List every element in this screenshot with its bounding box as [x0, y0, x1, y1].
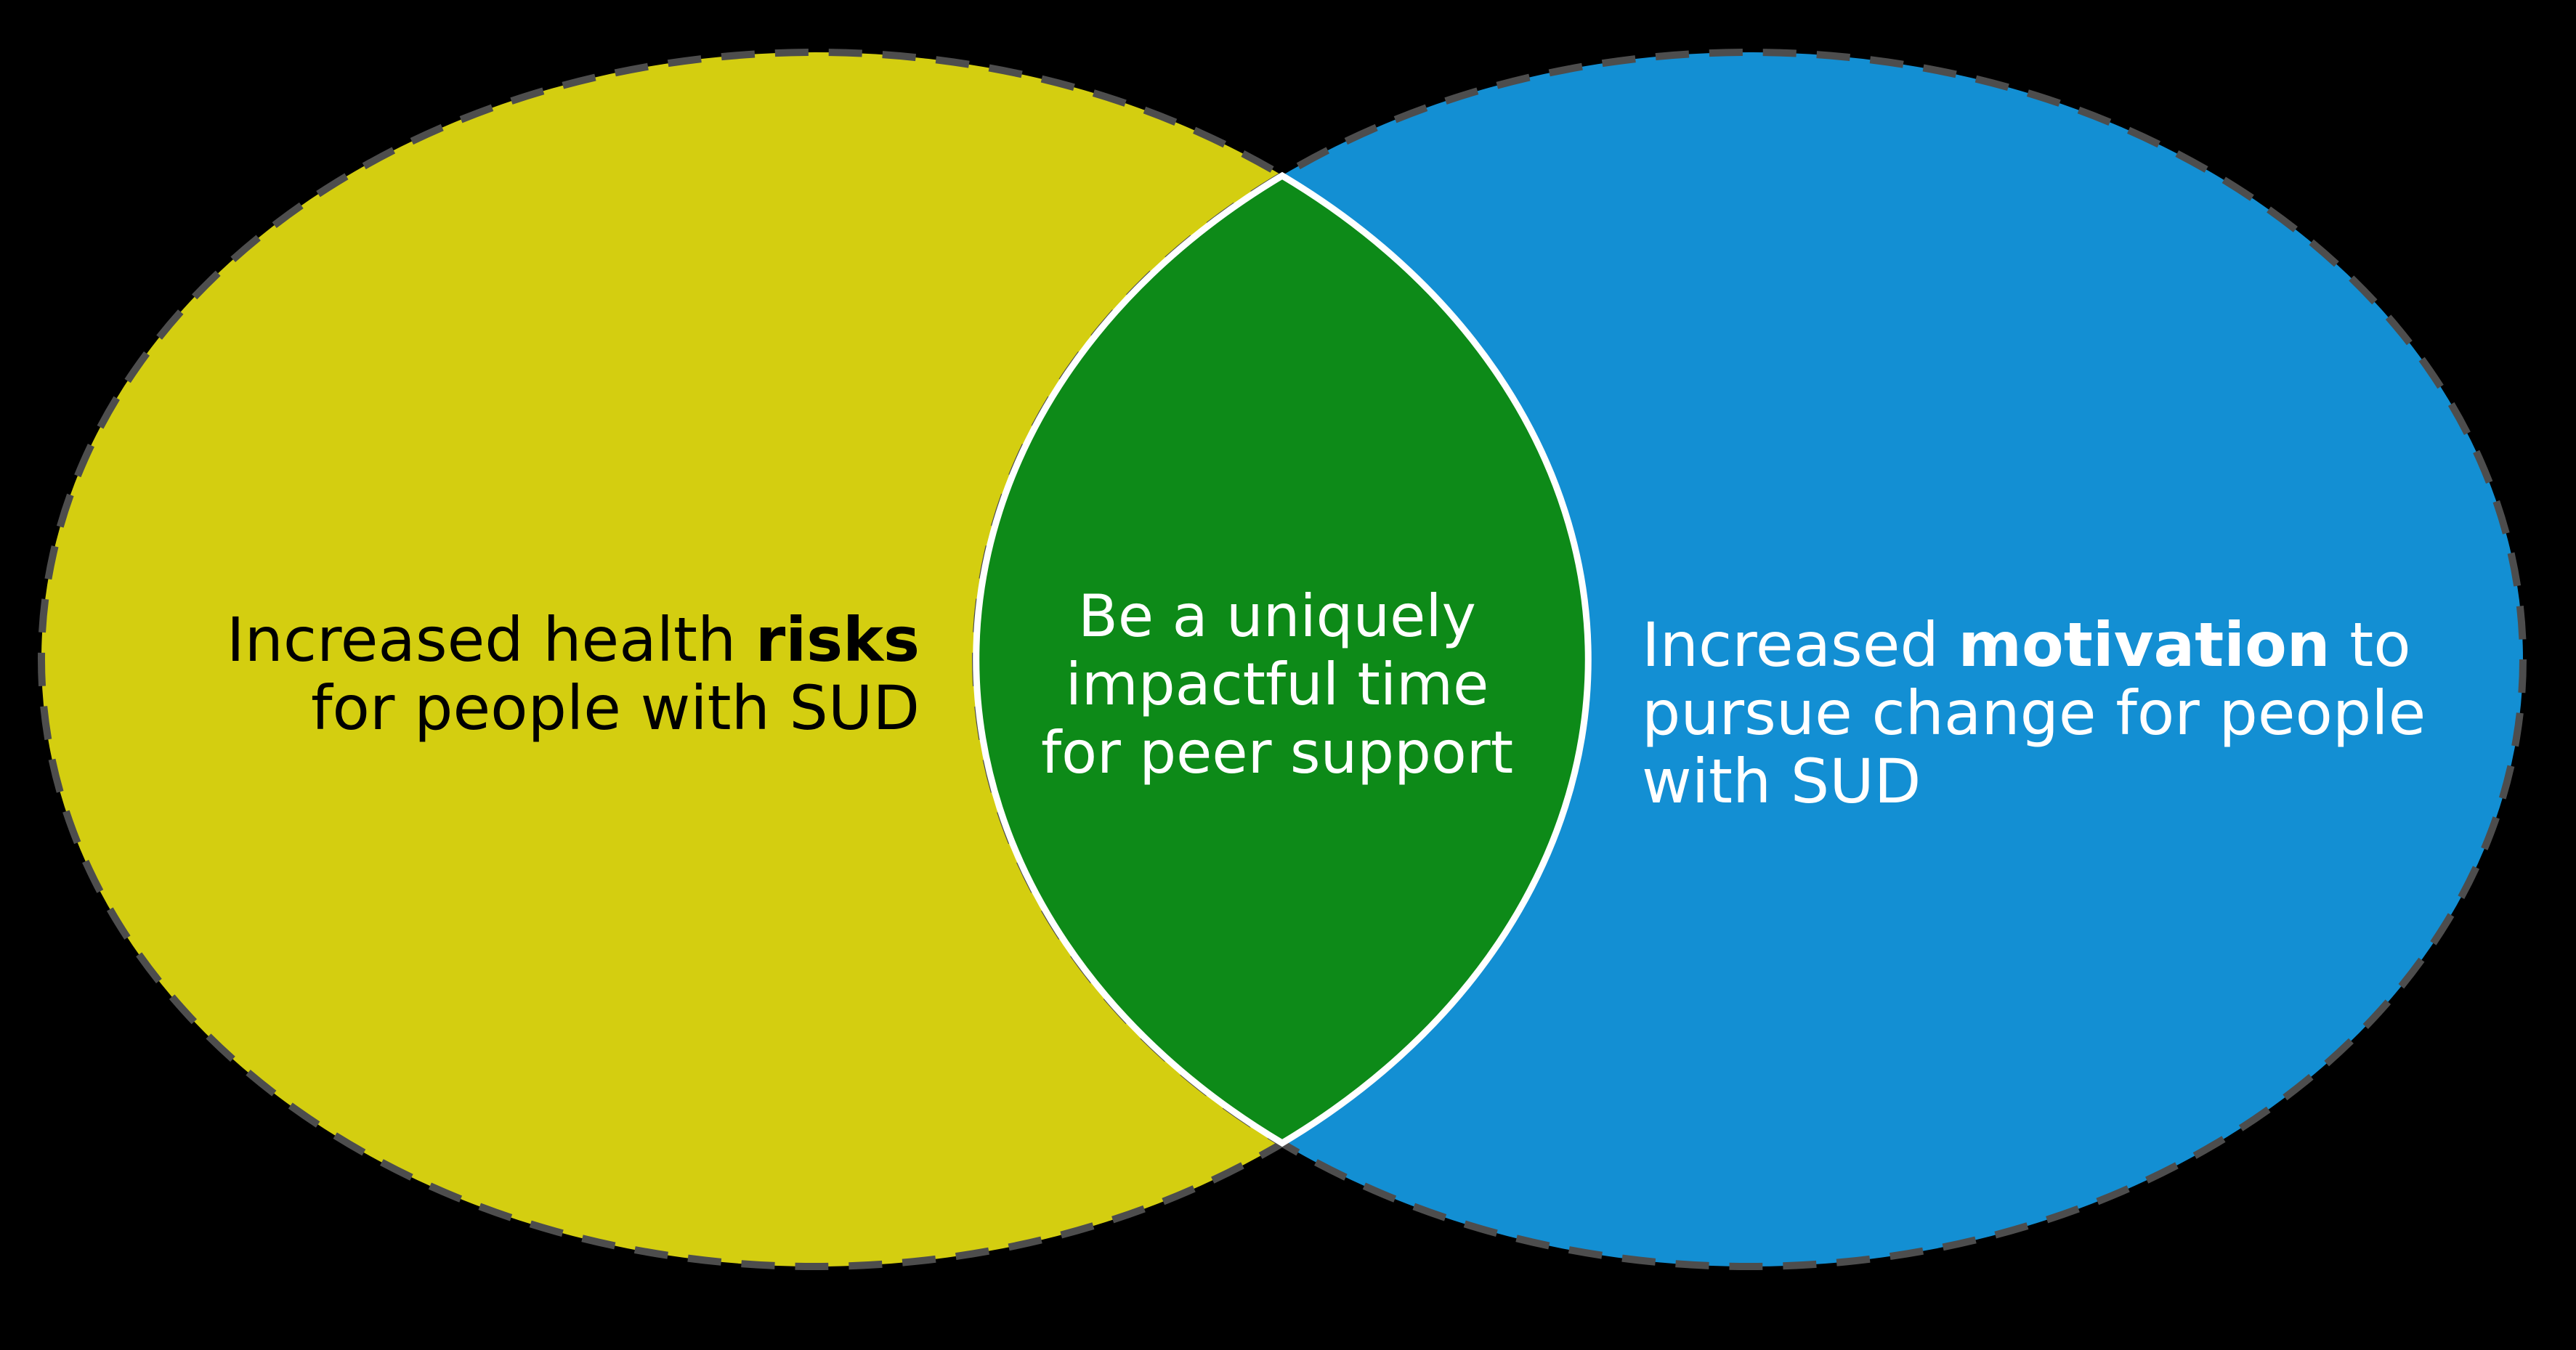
left-label-line2: for people with SUD: [310, 672, 920, 744]
overlap-lens: [973, 171, 1592, 1147]
right-label-line1-regular: Increased: [1642, 609, 1959, 680]
overlap-label: Be a uniquely impactful time for peer su…: [1041, 582, 1513, 787]
right-label-line1-bold: motivation: [1958, 609, 2330, 680]
right-label-line3: with SUD: [1642, 746, 1921, 817]
overlap-label-line1: Be a uniquely: [1078, 582, 1476, 650]
left-label-line1: Increased health risks: [227, 606, 920, 674]
right-ellipse-label: Increased motivation to pursue change fo…: [1642, 611, 2426, 816]
left-ellipse-label: Increased health risks for people with S…: [227, 606, 920, 742]
overlap-label-line3: for peer support: [1040, 719, 1514, 786]
right-label-line1-suffix: to: [2330, 609, 2411, 680]
right-label-line1: Increased motivation to: [1642, 611, 2426, 679]
left-label-line1-bold: risks: [755, 604, 920, 675]
overlap-label-line2: impactful time: [1065, 651, 1489, 718]
right-label-line2: pursue change for people: [1642, 678, 2426, 749]
left-label-line1-regular: Increased health: [226, 604, 756, 675]
